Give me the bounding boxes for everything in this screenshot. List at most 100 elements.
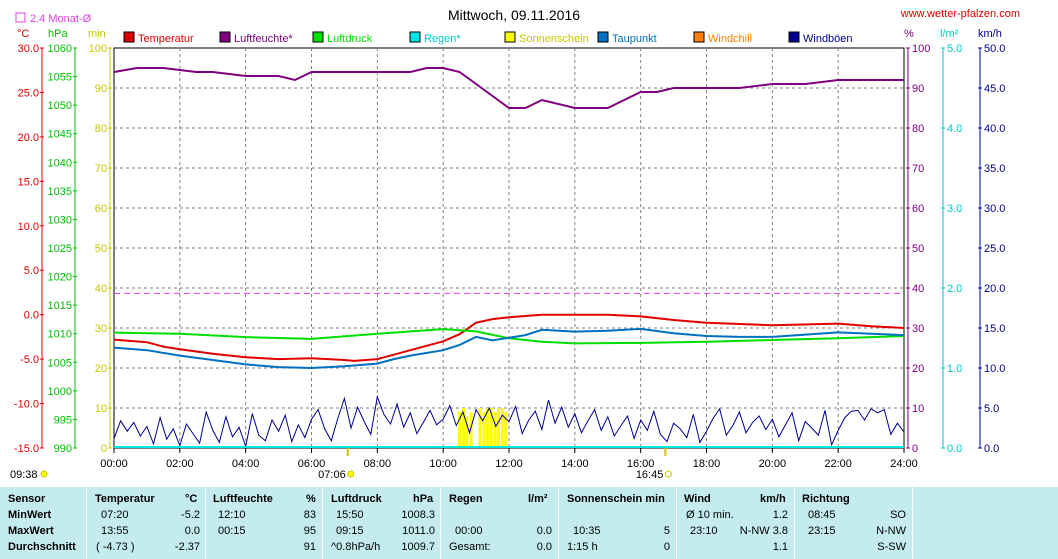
plot-grid bbox=[113, 47, 905, 449]
x-tick-label: 20:00 bbox=[759, 458, 787, 470]
wind-tick-label: 20.0 bbox=[984, 283, 1005, 295]
max-dir-val: N-NW bbox=[876, 525, 906, 537]
pressure-tick-label: 1000 bbox=[48, 386, 72, 398]
max-press-time: 09:15 bbox=[336, 525, 364, 537]
unit-pressure: hPa bbox=[48, 28, 68, 40]
humidity-tick-label: 0 bbox=[912, 443, 918, 455]
sunshine-bar bbox=[478, 408, 482, 448]
header-humidity: Luftfeuchte bbox=[213, 493, 273, 505]
humidity-tick-label: 60 bbox=[912, 203, 924, 215]
avg-sun-time: 1:15 h bbox=[567, 541, 598, 553]
header-rain: Regen bbox=[449, 493, 483, 505]
avg-press-val: 1009.7 bbox=[401, 541, 435, 553]
legend-swatch bbox=[693, 31, 705, 43]
sunset-icon bbox=[664, 470, 672, 478]
legend-label: Regen* bbox=[424, 33, 461, 45]
humidity-tick-label: 10 bbox=[912, 403, 924, 415]
temp-tick-label: -10.0 bbox=[14, 399, 39, 411]
pressure-tick-label: 1005 bbox=[48, 357, 72, 369]
x-tick-label: 00:00 bbox=[100, 458, 128, 470]
unit-wind: km/h bbox=[978, 28, 1002, 40]
sun-tick-label: 70 bbox=[95, 163, 107, 175]
rain-tick-label: 5.0 bbox=[947, 43, 962, 55]
min-hum-val: 83 bbox=[303, 509, 316, 521]
x-tick-label: 04:00 bbox=[232, 458, 260, 470]
header-wind: Wind bbox=[684, 493, 711, 505]
sunshine-bar bbox=[504, 412, 508, 448]
series-taupunkt bbox=[113, 327, 905, 370]
sun-tick-label: 20 bbox=[95, 363, 107, 375]
max-wind-dir: N-NW 3.8 bbox=[739, 525, 788, 537]
sunshine-bar bbox=[458, 412, 462, 448]
legend-swatch bbox=[219, 31, 231, 43]
max-sun-time: 10:35 bbox=[573, 525, 601, 537]
sunshine-bar bbox=[500, 408, 504, 448]
weather-chart: Mittwoch, 09.11.2016 www.wetter-pfalzen.… bbox=[10, 7, 1020, 481]
rain-tick-label: 0.0 bbox=[947, 443, 962, 455]
time-markers: 09:38 07:06 16:45 bbox=[10, 448, 672, 481]
x-tick-label: 02:00 bbox=[166, 458, 194, 470]
max-hum-val: 95 bbox=[303, 525, 316, 537]
min-press-time: 15:50 bbox=[336, 509, 364, 521]
rain-tick-label: 3.0 bbox=[947, 203, 962, 215]
legend-label: Windchill bbox=[708, 33, 752, 45]
header-sensor: Sensor bbox=[8, 493, 46, 505]
x-tick-label: 10:00 bbox=[429, 458, 457, 470]
sun-tick-label: 40 bbox=[95, 283, 107, 295]
legend-label: Windböen bbox=[803, 33, 853, 45]
pressure-tick-label: 1040 bbox=[48, 157, 72, 169]
humidity-tick-label: 100 bbox=[912, 43, 930, 55]
wind-tick-label: 10.0 bbox=[984, 363, 1005, 375]
humidity-tick-label: 80 bbox=[912, 123, 924, 135]
divider bbox=[205, 487, 206, 559]
legend-label: Sonnenschein bbox=[519, 33, 589, 45]
humidity-tick-label: 40 bbox=[912, 283, 924, 295]
x-tick-label: 16:00 bbox=[627, 458, 655, 470]
series-temperatur bbox=[113, 313, 905, 362]
rain-tick-label: 1.0 bbox=[947, 363, 962, 375]
humidity-tick-label: 90 bbox=[912, 83, 924, 95]
current-time-label: 09:38 bbox=[10, 469, 38, 481]
min-dir-val: SO bbox=[890, 509, 906, 521]
rain-tick-label: 4.0 bbox=[947, 123, 962, 135]
x-tick-label: 12:00 bbox=[495, 458, 523, 470]
humidity-tick-label: 20 bbox=[912, 363, 924, 375]
max-press-val: 1011.0 bbox=[402, 525, 435, 537]
unit-rain: l/m² bbox=[940, 28, 959, 40]
sun-tick-label: 10 bbox=[95, 403, 107, 415]
avg-rain-val: 0.0 bbox=[536, 541, 552, 553]
avg-temp-time: ( -4.73 ) bbox=[96, 541, 135, 553]
x-tick-label: 08:00 bbox=[364, 458, 392, 470]
sun-tick-label: 100 bbox=[89, 43, 107, 55]
pressure-tick-label: 1050 bbox=[48, 100, 72, 112]
y-axes: 30.0 25.0 20.0 15.0 10.0 5.0 0.0 -5.0 -10.0 -15.0… bbox=[14, 43, 1006, 455]
temp-tick-label: 25.0 bbox=[18, 87, 39, 99]
sun-tick-label: 90 bbox=[95, 83, 107, 95]
min-dir-time: 08:45 bbox=[808, 509, 836, 521]
min-temp-val: -5.2 bbox=[181, 509, 200, 521]
x-tick-label: 06:00 bbox=[298, 458, 326, 470]
legend-label: Taupunkt bbox=[612, 33, 657, 45]
legend-swatch bbox=[597, 31, 609, 43]
min-press-val: 1008.3 bbox=[401, 509, 435, 521]
sun-tick-label: 0 bbox=[101, 443, 107, 455]
temp-tick-label: 0.0 bbox=[24, 310, 39, 322]
divider bbox=[794, 487, 795, 559]
pressure-tick-label: 1030 bbox=[48, 214, 72, 226]
avg-hum-val: 91 bbox=[303, 541, 316, 553]
legend-label: Luftfeuchte* bbox=[234, 33, 293, 45]
divider bbox=[912, 487, 913, 559]
sun-tick-label: 80 bbox=[95, 123, 107, 135]
sunshine-bar bbox=[489, 408, 493, 448]
temp-tick-label: -15.0 bbox=[14, 443, 39, 455]
temp-tick-label: 5.0 bbox=[24, 265, 39, 277]
sunshine-bar bbox=[493, 412, 497, 448]
max-rain-val: 0.0 bbox=[536, 525, 552, 537]
unit-humidity: % bbox=[904, 28, 914, 40]
site-link[interactable]: www.wetter-pfalzen.com bbox=[900, 8, 1020, 20]
wind-tick-label: 15.0 bbox=[984, 323, 1005, 335]
sunshine-bar bbox=[465, 416, 469, 448]
divider bbox=[676, 487, 677, 559]
avg-press-time: ^0.8hPa/h bbox=[331, 541, 381, 553]
divider bbox=[322, 487, 323, 559]
